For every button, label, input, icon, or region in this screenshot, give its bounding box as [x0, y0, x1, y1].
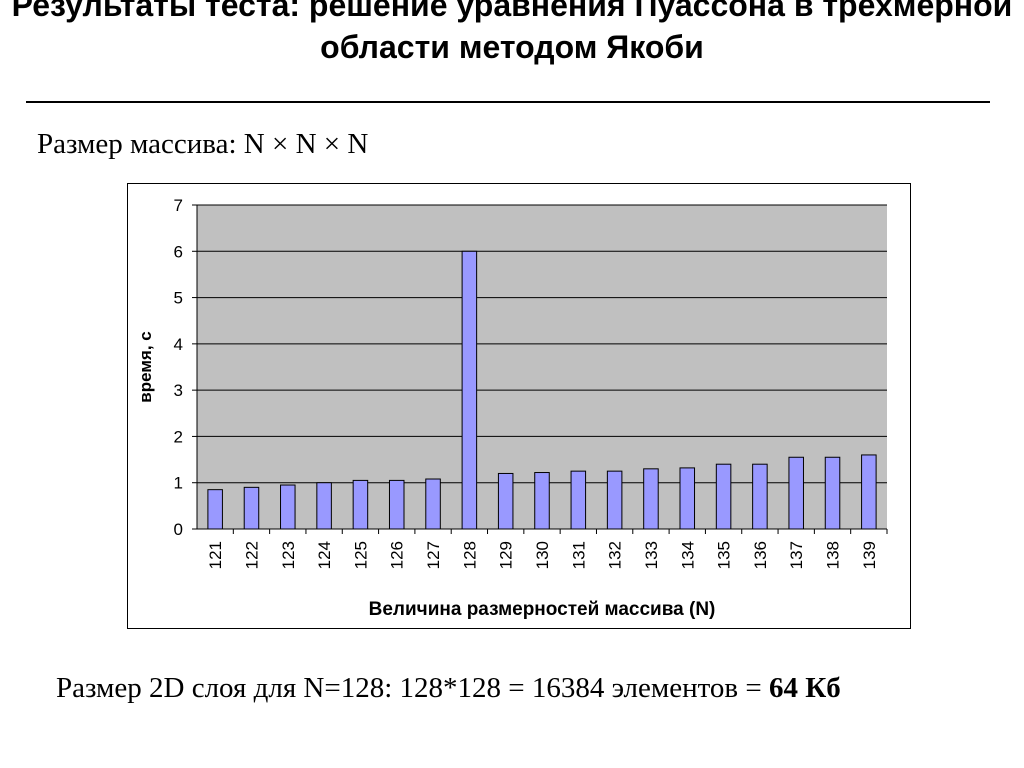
array-size-label: Размер массива: N × N × N: [37, 128, 369, 160]
bar: [534, 472, 550, 530]
bar: [788, 456, 804, 530]
bars: [207, 250, 877, 530]
bar: [461, 250, 478, 530]
title-divider: [26, 101, 990, 103]
y-tick-label: 0: [174, 520, 183, 539]
x-tick-label: 136: [751, 541, 770, 569]
x-tick-label: 122: [242, 541, 261, 569]
x-tick-label: 135: [715, 541, 734, 569]
x-tick-label: 134: [678, 541, 697, 569]
bar: [207, 489, 223, 530]
bar: [316, 482, 332, 530]
bar: [643, 468, 659, 530]
gridlines: [197, 204, 887, 484]
bar: [606, 470, 623, 530]
x-tick-label: 133: [642, 541, 661, 569]
y-tick-label: 6: [174, 242, 183, 261]
bar: [570, 470, 587, 530]
x-tick-label: 129: [497, 541, 516, 569]
bar: [715, 463, 732, 530]
y-tick-label: 2: [174, 427, 183, 446]
x-axis-label: Величина размерностей массива (N): [369, 599, 716, 620]
bar: [679, 467, 696, 530]
y-tick-label: 1: [174, 474, 183, 493]
x-tick-label: 139: [860, 541, 879, 569]
x-tick-labels: 121 122 123 124 125 126 127 128 129 130 131 132 133 1…: [206, 541, 879, 569]
y-tick-label: 4: [174, 335, 183, 354]
bar: [824, 456, 841, 530]
x-tick-label: 126: [388, 541, 407, 569]
bar: [861, 454, 877, 530]
y-axis-label: время, с: [136, 331, 155, 402]
x-tick-label: 137: [787, 541, 806, 569]
x-tick-label: 132: [606, 541, 625, 569]
bar: [497, 472, 514, 530]
x-tick-label: 127: [424, 541, 443, 569]
x-tick-label: 138: [824, 541, 843, 569]
bar: [425, 478, 441, 530]
y-tick-label: 3: [174, 381, 183, 400]
x-tick-label: 130: [533, 541, 552, 569]
x-tick-label: 123: [279, 541, 298, 569]
slide-title: Результаты теста: решение уравнения Пуас…: [11, 0, 1013, 65]
bar: [388, 479, 405, 530]
layer-size-note: Размер 2D слоя для N=128: 128*128 = 1638…: [56, 672, 841, 705]
layer-size-value: 64 Кб: [768, 672, 841, 704]
x-tick-label: 125: [351, 541, 370, 569]
bar: [243, 486, 260, 530]
x-tick-label: 128: [460, 541, 479, 569]
layer-size-text: Размер 2D слоя для N=128: 128*128 = 1638…: [56, 672, 769, 704]
bar: [352, 479, 369, 530]
axes: [192, 204, 888, 534]
y-tick-label: 7: [174, 196, 183, 215]
y-tick-labels: 0 1 2 3 4 5 6 7: [174, 196, 183, 539]
bar: [752, 463, 768, 530]
x-tick-label: 121: [206, 541, 225, 569]
x-tick-label: 124: [315, 541, 334, 569]
bar: [280, 484, 296, 530]
y-tick-label: 5: [174, 289, 183, 308]
x-tick-label: 131: [569, 541, 588, 569]
